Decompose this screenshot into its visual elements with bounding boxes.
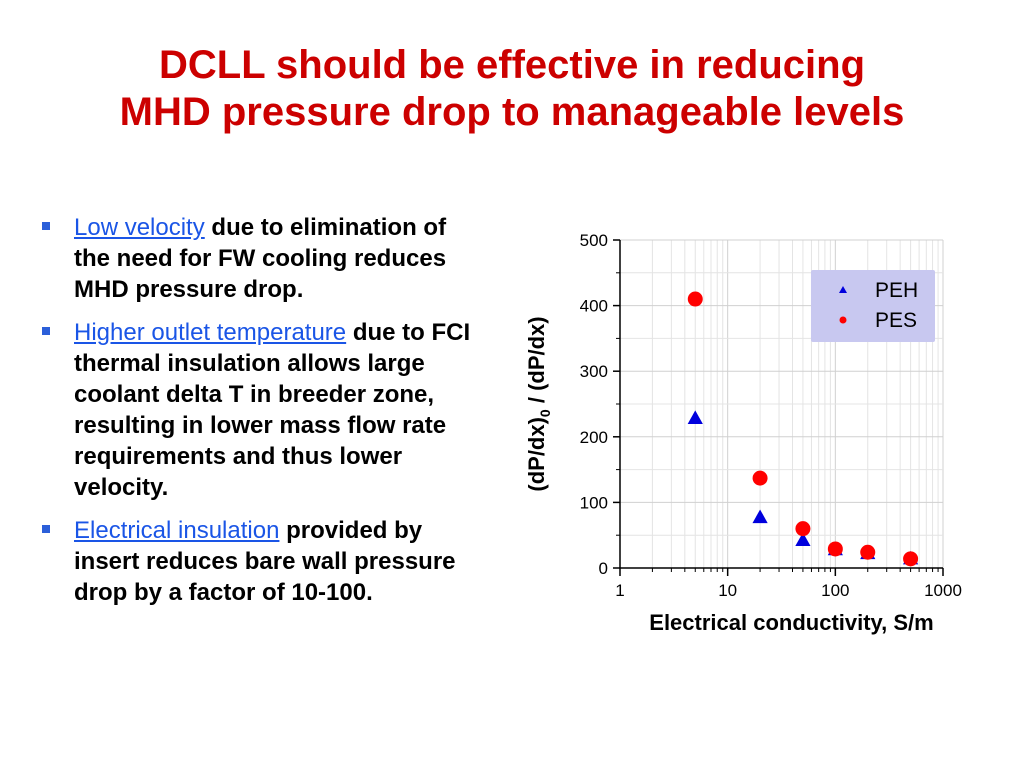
x-tick-label: 1000 — [924, 581, 962, 600]
y-tick-label: 100 — [580, 493, 608, 512]
pes-point — [860, 544, 876, 560]
pressure-drop-chart: 0 100 200 300 400 500 1 10 100 1000 Electrical con… — [500, 220, 1000, 650]
link-higher-outlet-temperature[interactable]: Higher outlet temperature — [74, 319, 347, 346]
x-tick-label: 10 — [718, 581, 737, 600]
bullet-square-icon — [42, 525, 50, 533]
bullet-item-electrical-insulation: Electrical insulation provided by insert… — [40, 515, 480, 608]
link-low-velocity[interactable]: Low velocity — [74, 214, 205, 241]
bullet-item-higher-outlet-temperature: Higher outlet temperature due to FCI the… — [40, 317, 480, 503]
bullet-text: provided by insert reduces bare wall pre… — [74, 517, 456, 606]
pes-point — [827, 541, 843, 557]
y-tick-label: 0 — [599, 559, 608, 578]
y-axis-label-subscript: 0 — [537, 409, 553, 417]
x-tick-label: 100 — [821, 581, 849, 600]
slide-title-line-1: DCLL should be effective in reducing — [158, 43, 865, 87]
y-axis-label-rest: / (dP/dx) — [524, 316, 549, 409]
bullet-item-low-velocity: Low velocity due to elimination of the n… — [40, 212, 480, 305]
y-tick-label: 300 — [580, 362, 608, 381]
legend-pes-marker — [839, 316, 847, 324]
y-axis-label-main: (dP/dx) — [524, 417, 549, 492]
legend-label-pes: PES — [875, 309, 917, 332]
bullet-text: due to FCI thermal insulation allows lar… — [74, 319, 471, 501]
pes-point — [687, 291, 703, 307]
pes-point — [752, 470, 768, 486]
pes-point — [903, 551, 919, 567]
peh-point — [795, 532, 811, 547]
x-axis-label: Electrical conductivity, S/m — [649, 610, 933, 635]
slide-title: DCLL should be effective in reducing MHD… — [0, 42, 1024, 136]
bullet-list: Low velocity due to elimination of the n… — [40, 212, 480, 620]
y-tick-label: 500 — [580, 231, 608, 250]
legend-label-peh: PEH — [875, 279, 918, 302]
bullet-square-icon — [42, 327, 50, 335]
chart-svg: 0 100 200 300 400 500 1 10 100 1000 Electrical con… — [524, 231, 962, 635]
legend-peh-marker — [839, 286, 847, 293]
y-tick-label: 400 — [580, 297, 608, 316]
x-tick-label: 1 — [615, 581, 624, 600]
y-tick-label: 200 — [580, 428, 608, 447]
link-electrical-insulation[interactable]: Electrical insulation — [74, 517, 280, 544]
peh-point — [687, 410, 703, 425]
bullet-text: due to elimination of the need for FW co… — [74, 214, 447, 303]
peh-point — [752, 509, 768, 524]
y-axis-label: (dP/dx)0 / (dP/dx) — [524, 316, 553, 491]
pes-point — [795, 521, 811, 537]
bullet-square-icon — [42, 222, 50, 230]
slide-title-line-2: MHD pressure drop to manageable levels — [119, 90, 905, 134]
